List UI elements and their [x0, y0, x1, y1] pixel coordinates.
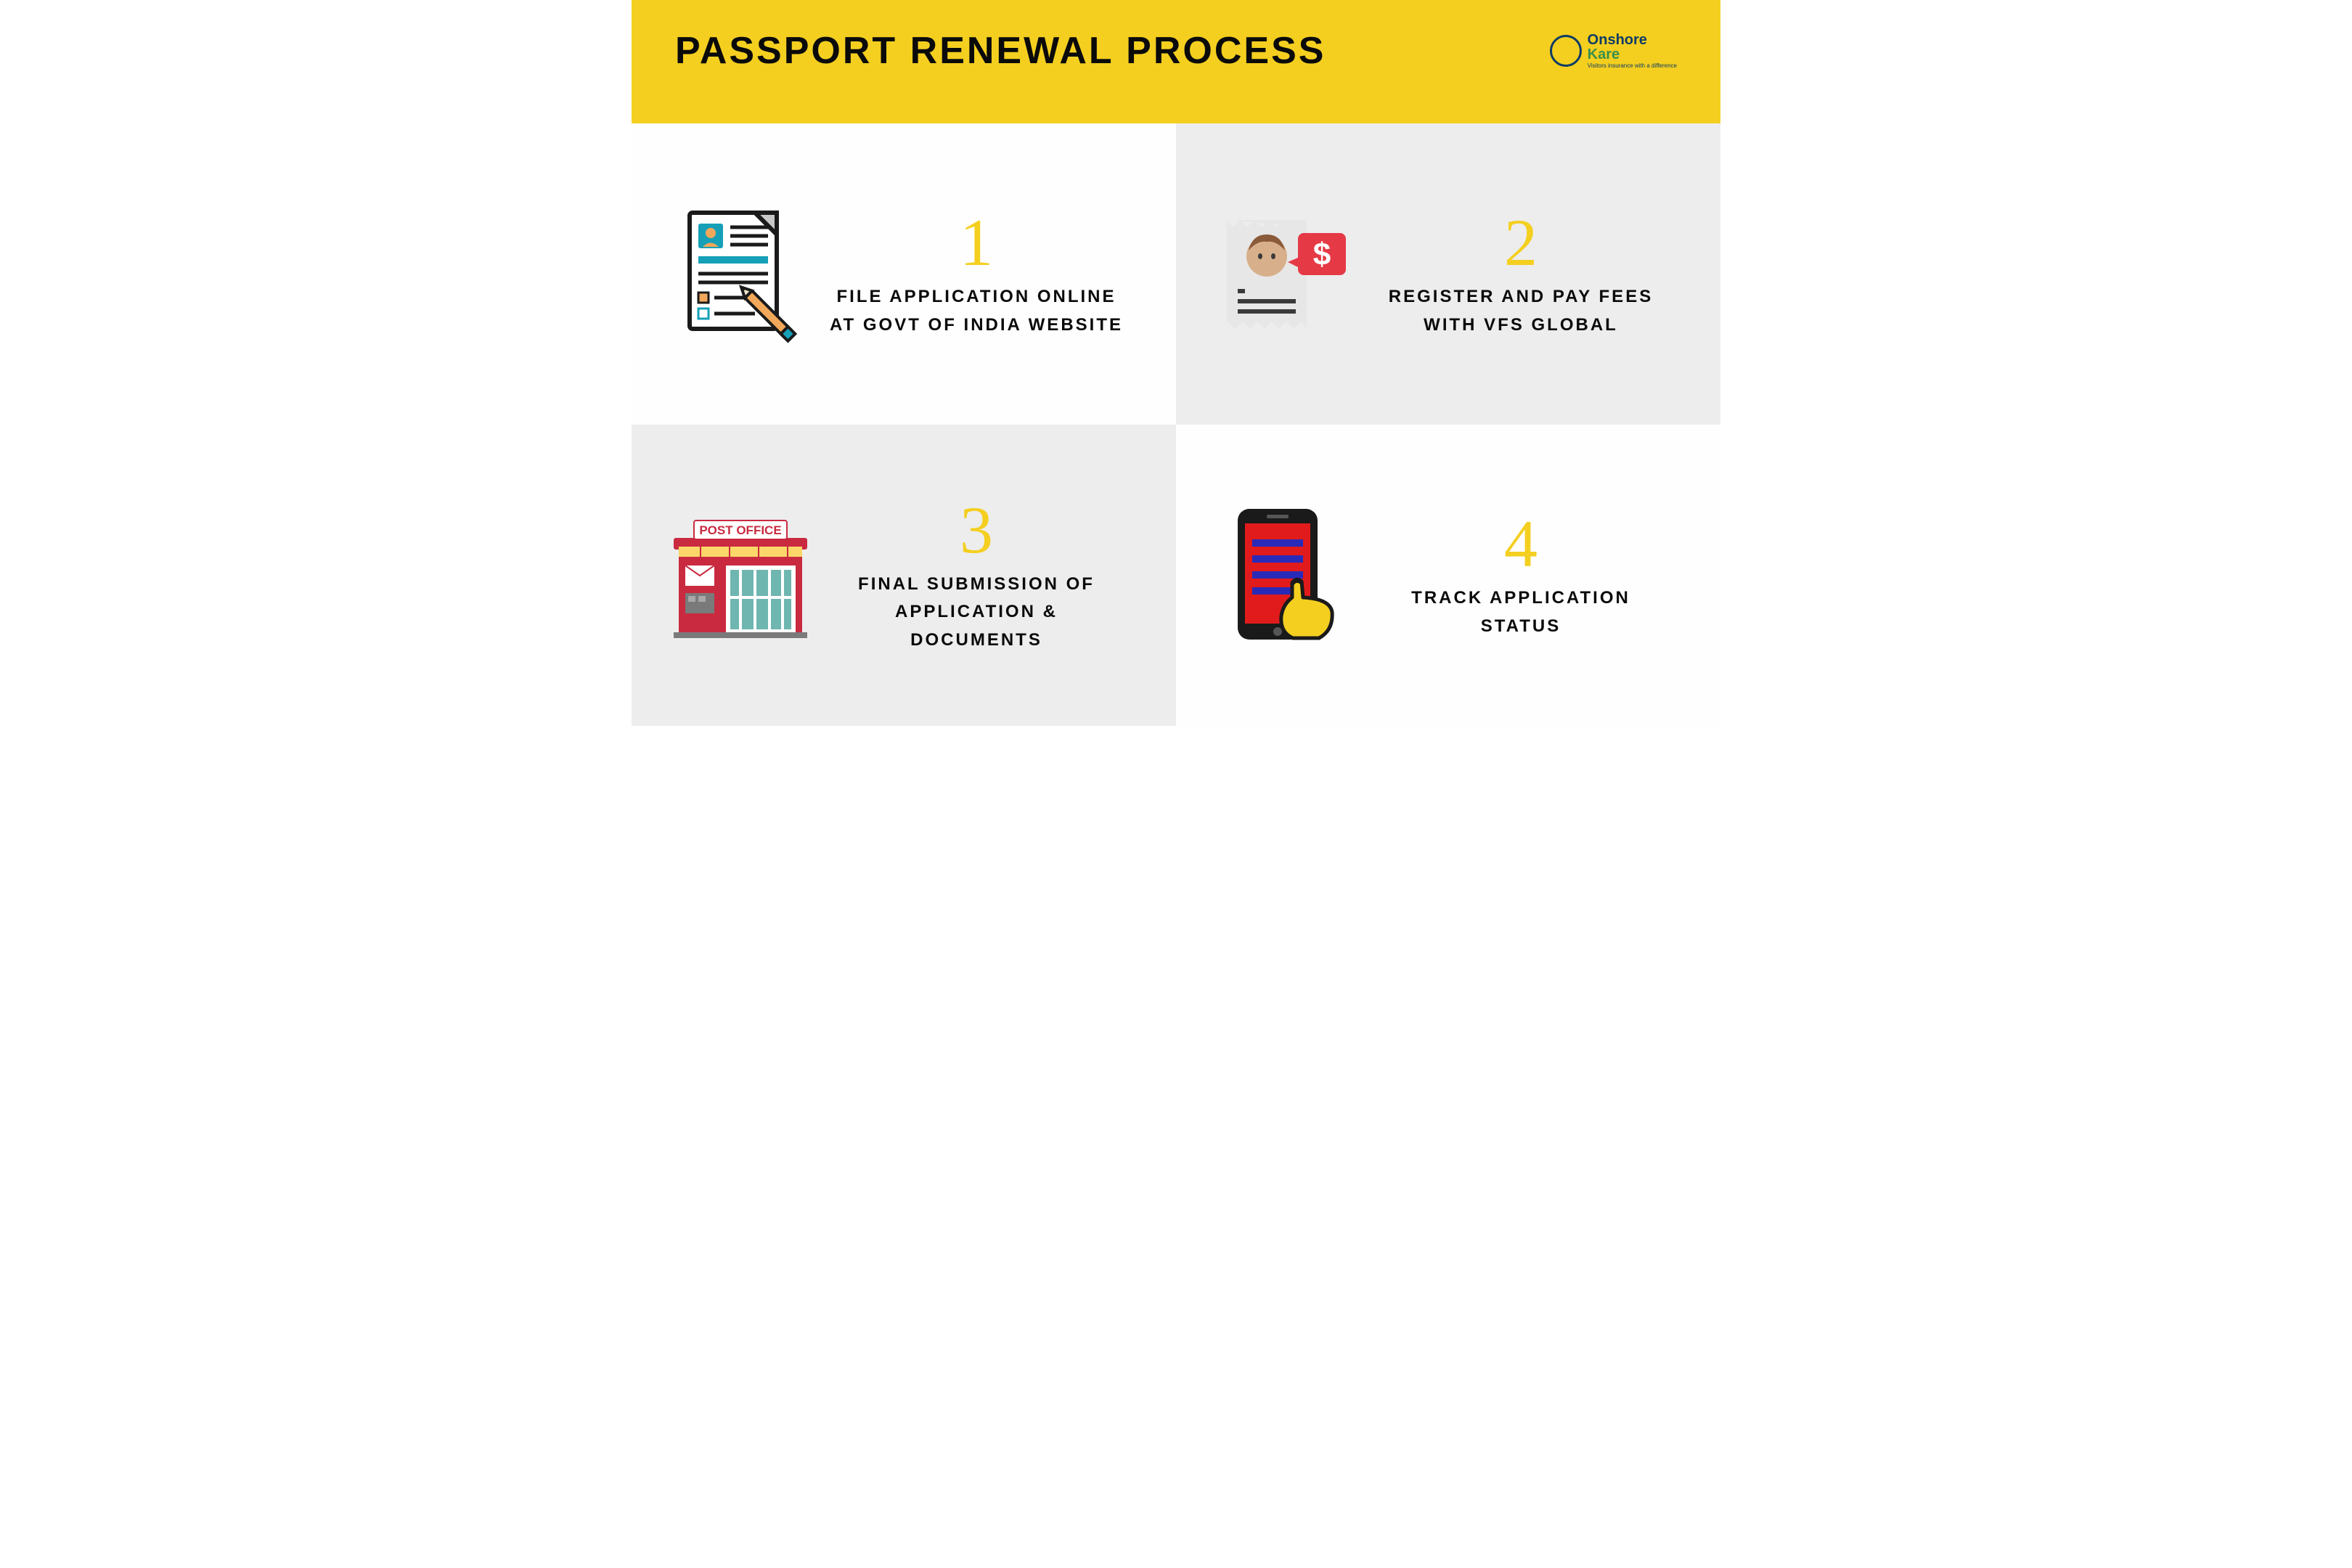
logo-circle-icon: [1550, 35, 1582, 67]
post-office-sign-text: POST OFFICE: [699, 523, 781, 537]
step-content-4: 4 TRACK APPLICATION STATUS: [1357, 510, 1684, 640]
step-cell-4: 4 TRACK APPLICATION STATUS: [1176, 425, 1720, 726]
application-form-icon: [668, 205, 813, 343]
step-number-2: 2: [1372, 209, 1670, 276]
steps-grid: 1 FILE APPLICATION ONLINE AT GOVT OF IND…: [632, 123, 1720, 726]
header-bar: PASSPORT RENEWAL PROCESS Onshore Kare Vi…: [632, 0, 1720, 123]
step-content-3: 3 FINAL SUBMISSION OF APPLICATION & DOCU…: [813, 497, 1140, 654]
phone-tracking-icon: [1212, 503, 1357, 648]
logo-text: Onshore Kare Visitors insurance with a d…: [1588, 33, 1677, 69]
step-text-3: FINAL SUBMISSION OF APPLICATION & DOCUME…: [828, 571, 1125, 654]
post-office-icon: POST OFFICE: [668, 503, 813, 648]
receipt-fee-icon: $: [1212, 205, 1357, 343]
step-text-2: REGISTER AND PAY FEES WITH VFS GLOBAL: [1372, 283, 1670, 339]
step-number-3: 3: [828, 497, 1125, 563]
step-cell-1: 1 FILE APPLICATION ONLINE AT GOVT OF IND…: [632, 123, 1176, 425]
step-content-1: 1 FILE APPLICATION ONLINE AT GOVT OF IND…: [813, 209, 1140, 339]
page-container: PASSPORT RENEWAL PROCESS Onshore Kare Vi…: [632, 0, 1720, 726]
step-number-4: 4: [1372, 510, 1670, 577]
logo-line-1: Onshore: [1588, 33, 1677, 47]
brand-logo: Onshore Kare Visitors insurance with a d…: [1550, 33, 1677, 69]
page-title: PASSPORT RENEWAL PROCESS: [675, 29, 1326, 73]
step-text-1: FILE APPLICATION ONLINE AT GOVT OF INDIA…: [828, 283, 1125, 339]
step-text-4: TRACK APPLICATION STATUS: [1372, 584, 1670, 640]
step-number-1: 1: [828, 209, 1125, 276]
svg-text:$: $: [1313, 237, 1331, 272]
step-cell-2: $ 2 REGISTER AND PAY FEES WITH VFS GLOBA…: [1176, 123, 1720, 425]
step-cell-3: POST OFFICE: [632, 425, 1176, 726]
logo-tagline: Visitors insurance with a difference: [1588, 63, 1677, 69]
step-content-2: 2 REGISTER AND PAY FEES WITH VFS GLOBAL: [1357, 209, 1684, 339]
logo-line-2: Kare: [1588, 47, 1677, 62]
